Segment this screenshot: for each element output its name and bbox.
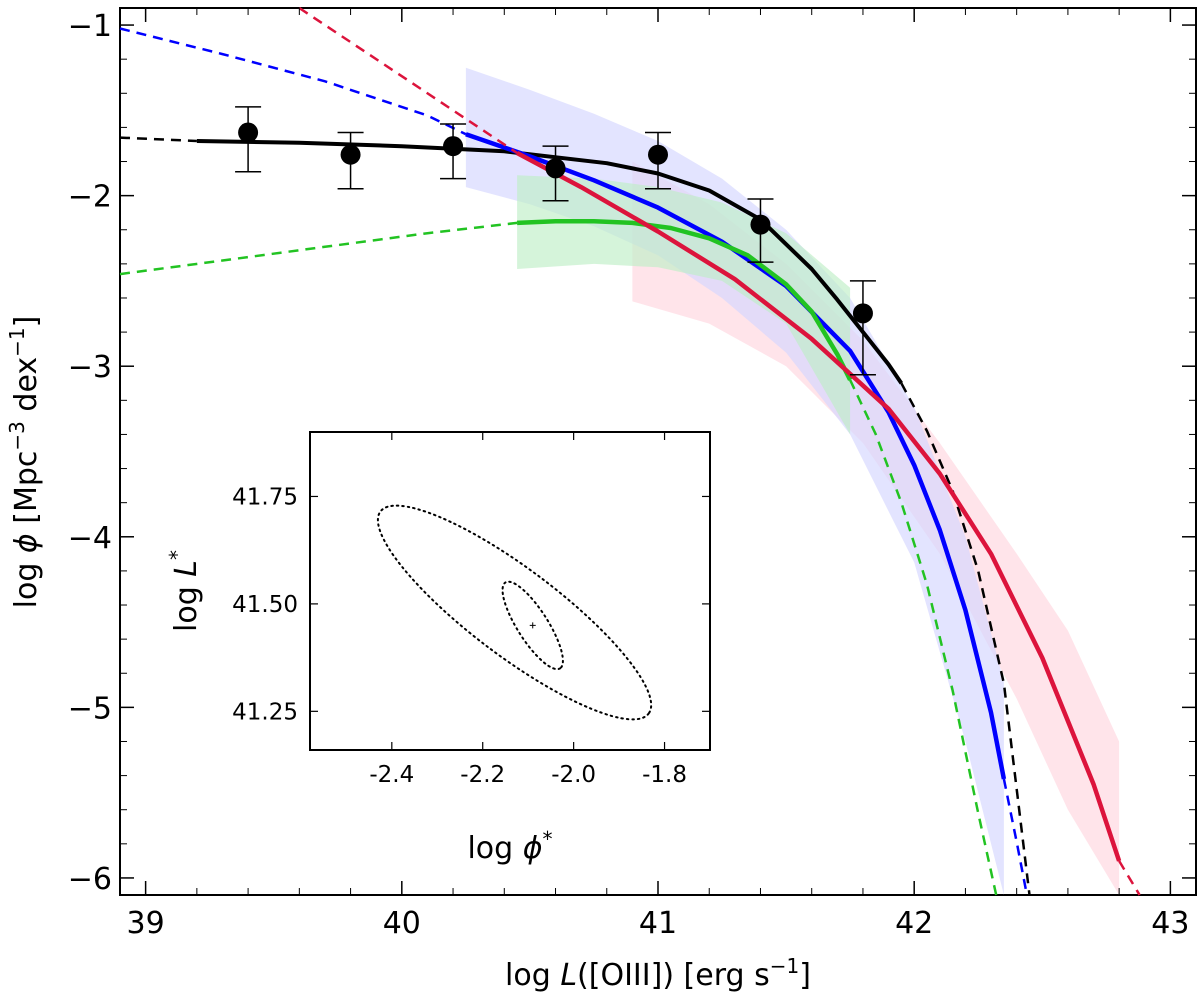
confidence-bands [465,67,1120,895]
x-tick-label: 42 [895,906,933,941]
blue-dashed-extrapolation-0 [119,27,467,136]
inset-background [310,432,710,750]
y-tick-label: −2 [68,180,112,215]
y-tick-label: −6 [68,862,112,897]
data-points [235,106,876,376]
blue-dashed-extrapolation-1 [1002,778,1029,896]
y-axis-label: log ϕ [Mpc−3 dex−1] [5,316,44,609]
y-tick-label: −5 [68,691,112,726]
green-dashed-extrapolation-0 [119,221,518,276]
contour-outer [376,504,653,721]
x-tick-label: 41 [639,906,677,941]
y-tick-label: −3 [68,350,112,385]
main-ticks: 39 40 41 42 43 −1 −2 −3 −4 −5 −6 [68,8,1196,941]
data-point [545,158,566,179]
inset-x-tick-label: -2.0 [551,762,596,788]
data-point [648,144,668,165]
inset-x-label: log ϕ* [467,827,552,866]
inset-frame [309,431,711,751]
y-tick-label: −4 [68,521,112,556]
inset-ticks: -2.4 -2.2 -2.0 -1.8 41.75 41.50 41.25 [232,432,710,788]
inset-x-tick-label: -1.8 [642,762,687,788]
green-dashed-extrapolation-1 [848,379,998,896]
green-solid-line [517,218,853,381]
fit-lines [119,6,1141,896]
red-confidence-band [632,161,1120,895]
red-dashed-extrapolation-0 [298,6,518,155]
x-tick-label: 43 [1151,906,1189,941]
inset-y-tick-label: 41.75 [232,484,298,510]
inset-y-label: log L* [165,550,204,632]
y-tick-label: −1 [68,9,112,44]
inset-y-tick-label: 41.25 [232,699,298,725]
x-axis-label: log L([OIII]) [erg s−1] [505,954,811,993]
x-tick-label: 39 [127,906,165,941]
x-tick-label: 40 [383,906,421,941]
inset-x-tick-label: -2.2 [460,762,505,788]
data-point [443,136,464,157]
blue-solid-line [465,132,1007,780]
data-point [238,122,259,143]
red-solid-line [516,151,1122,862]
inset-x-tick-label: -2.4 [369,762,414,788]
black-fit-dashed-extrapolation-0 [119,136,197,143]
inset-y-tick-label: 41.50 [232,592,298,618]
green-confidence-band [517,175,851,435]
black-fit-dashed-extrapolation-1 [900,382,1031,896]
data-point [750,214,771,235]
data-point [852,303,873,324]
red-dashed-extrapolation-1 [1118,860,1141,896]
inset-contours [376,504,653,721]
contour-inner [501,580,564,671]
data-point [340,144,361,165]
